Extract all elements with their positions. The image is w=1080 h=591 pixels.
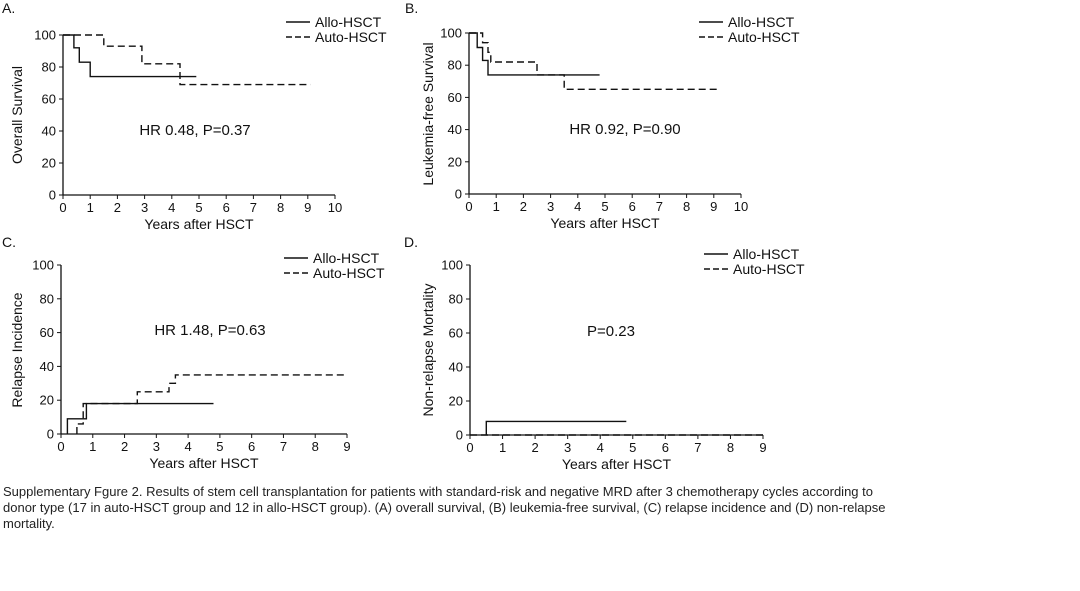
panel-c-x-tick-label: 7 [280, 439, 287, 454]
panel-a-legend-label: Auto-HSCT [315, 29, 387, 45]
panel-b-y-tick-label: 40 [448, 122, 462, 137]
panel-a-x-tick-label: 1 [87, 200, 94, 215]
panel-d-x-axis-title: Years after HSCT [562, 456, 672, 470]
panel-a-y-tick-label: 0 [49, 188, 56, 203]
panel-d-x-tick-label: 9 [759, 440, 766, 455]
panel-a-x-tick-label: 5 [195, 200, 202, 215]
panel-b-legend-label: Auto-HSCT [728, 29, 800, 45]
panel-b-x-tick-label: 3 [547, 199, 554, 214]
panel-a-x-tick-label: 6 [223, 200, 230, 215]
panel-c-series-allo-hsct [66, 402, 214, 434]
panel-b-x-tick-label: 10 [734, 199, 748, 214]
panel-c-x-tick-label: 3 [153, 439, 160, 454]
panel-d-x-tick-label: 2 [531, 440, 538, 455]
panel-a-y-tick-label: 20 [42, 156, 56, 171]
panel-b-y-tick-label: 100 [440, 26, 462, 41]
panel-a-x-tick-label: 8 [277, 200, 284, 215]
panel-a-x-axis-title: Years after HSCT [144, 216, 254, 232]
panel-b-x-tick-label: 4 [574, 199, 581, 214]
figure-caption: Supplementary Fgure 2. Results of stem c… [3, 484, 886, 531]
panel-b-y-tick-label: 20 [448, 154, 462, 169]
panel-c-x-tick-label: 4 [184, 439, 191, 454]
panel-d-legend-label: Allo-HSCT [733, 246, 800, 262]
panel-b-annotation: HR 0.92, P=0.90 [569, 121, 680, 138]
panel-b-x-tick-label: 6 [629, 199, 636, 214]
panel-d-x-tick-label: 7 [694, 440, 701, 455]
panel-c-x-tick-label: 0 [57, 439, 64, 454]
panel-d-y-axis-title: Non-relapse Mortality [420, 283, 436, 416]
panel-c-legend-label: Auto-HSCT [313, 265, 385, 281]
panel-d-y-tick-label: 80 [449, 292, 463, 307]
panel-c-x-tick-label: 2 [121, 439, 128, 454]
panel-d-letter: D. [404, 234, 418, 250]
panel-c-x-tick-label: 9 [343, 439, 350, 454]
panel-a-y-tick-label: 100 [34, 28, 56, 43]
panel-c-annotation: HR 1.48, P=0.63 [154, 322, 265, 339]
panel-a-x-tick-label: 4 [168, 200, 175, 215]
panel-a-x-tick-label: 0 [59, 200, 66, 215]
panel-a-letter: A. [2, 0, 15, 16]
panel-b-x-tick-label: 1 [493, 199, 500, 214]
panel-a-x-tick-label: 7 [250, 200, 257, 215]
panel-c-y-tick-label: 40 [40, 359, 54, 374]
panel-b-legend-label: Allo-HSCT [728, 14, 795, 30]
panel-c-x-tick-label: 6 [248, 439, 255, 454]
panel-d-annotation: P=0.23 [587, 323, 635, 340]
panel-d-x-tick-label: 3 [564, 440, 571, 455]
panel-b-letter: B. [405, 0, 418, 16]
panel-d-legend-label: Auto-HSCT [733, 261, 805, 277]
panel-c-series-auto-hsct [76, 374, 347, 434]
panel-d-x-tick-label: 4 [597, 440, 604, 455]
panel-a-x-tick-label: 9 [304, 200, 311, 215]
panel-c-legend-label: Allo-HSCT [313, 250, 380, 266]
panel-c-x-tick-label: 5 [216, 439, 223, 454]
panel-b-x-tick-label: 0 [465, 199, 472, 214]
panel-d-x-tick-label: 5 [629, 440, 636, 455]
panel-b-x-tick-label: 2 [520, 199, 527, 214]
panel-b-series-allo-hsct [469, 32, 600, 76]
panel-c-y-tick-label: 60 [40, 325, 54, 340]
panel-b-x-tick-label: 8 [683, 199, 690, 214]
panel-d-series-allo-hsct [485, 420, 627, 435]
panel-c-x-tick-label: 8 [312, 439, 319, 454]
panel-d-x-tick-label: 1 [499, 440, 506, 455]
panel-d-y-tick-label: 40 [449, 360, 463, 375]
panel-c-letter: C. [2, 234, 16, 250]
panel-c-y-tick-label: 80 [40, 291, 54, 306]
panel-b-x-tick-label: 7 [656, 199, 663, 214]
panel-a-legend-label: Allo-HSCT [315, 14, 382, 30]
panel-b-y-tick-label: 60 [448, 90, 462, 105]
panel-a-x-tick-label: 2 [114, 200, 121, 215]
panel-d-y-tick-label: 60 [449, 326, 463, 341]
panel-a-annotation: HR 0.48, P=0.37 [139, 122, 250, 139]
panel-c-y-tick-label: 20 [40, 393, 54, 408]
panel-b-x-tick-label: 5 [601, 199, 608, 214]
panel-a-x-tick-label: 10 [328, 200, 342, 215]
panel-a-x-tick-label: 3 [141, 200, 148, 215]
panel-a-y-tick-label: 80 [42, 60, 56, 75]
panel-a-y-tick-label: 60 [42, 92, 56, 107]
panel-a-y-axis-title: Overall Survival [9, 66, 25, 164]
panel-c-y-tick-label: 0 [47, 427, 54, 442]
panel-b-series-auto-hsct [469, 32, 720, 91]
panel-c-x-tick-label: 1 [89, 439, 96, 454]
panel-b-y-tick-label: 0 [455, 187, 462, 202]
panel-c-y-tick-label: 100 [32, 258, 54, 273]
panel-d-x-tick-label: 6 [662, 440, 669, 455]
panel-d-y-tick-label: 100 [441, 258, 463, 273]
panel-c-x-axis-title: Years after HSCT [149, 455, 259, 470]
panel-d-y-tick-label: 0 [456, 428, 463, 443]
panel-b-x-axis-title: Years after HSCT [550, 215, 660, 231]
panel-c-y-axis-title: Relapse Incidence [9, 292, 25, 407]
panel-d-x-tick-label: 0 [466, 440, 473, 455]
panel-a-series-allo-hsct [63, 34, 197, 78]
panel-d-y-tick-label: 20 [449, 394, 463, 409]
panel-b-x-tick-label: 9 [710, 199, 717, 214]
panel-b-y-axis-title: Leukemia-free Survival [420, 42, 436, 185]
panel-a-y-tick-label: 40 [42, 124, 56, 139]
panel-b-y-tick-label: 80 [448, 58, 462, 73]
panel-d-x-tick-label: 8 [727, 440, 734, 455]
